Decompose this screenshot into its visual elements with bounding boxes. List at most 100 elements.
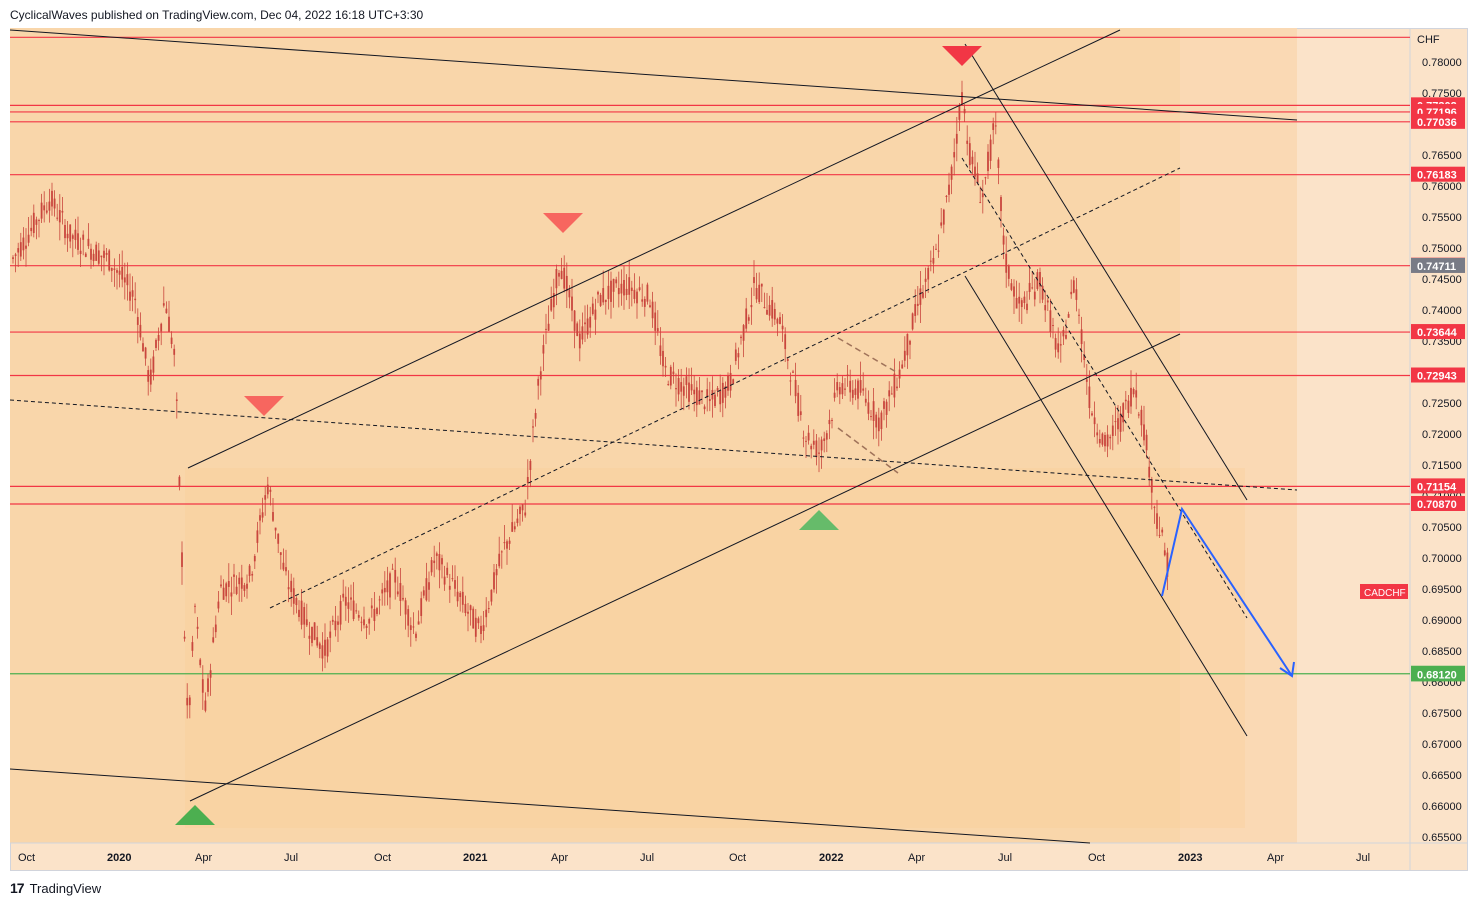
candle-body xyxy=(493,572,495,590)
candle-body xyxy=(1163,550,1166,556)
candle-body xyxy=(277,533,280,544)
candle-body xyxy=(693,389,696,395)
symbol-badge: CADCHF xyxy=(1364,588,1406,599)
candle-body xyxy=(750,304,753,308)
candle-body xyxy=(212,637,215,643)
candle-body xyxy=(1153,506,1156,508)
candle-body xyxy=(893,373,896,398)
top-marker-icon xyxy=(942,46,982,66)
candle-body xyxy=(295,597,298,606)
candle-body xyxy=(402,597,404,600)
price-badge-bg xyxy=(1411,324,1465,340)
candle-body xyxy=(157,334,160,341)
candle-body xyxy=(799,411,802,416)
candle-body xyxy=(586,318,589,335)
y-tick-label: 0.67000 xyxy=(1422,739,1462,751)
candle-body xyxy=(896,386,898,389)
candle-body xyxy=(773,308,776,320)
candle-body xyxy=(97,250,100,264)
candle-body xyxy=(1093,417,1096,425)
y-tick-label: 0.69500 xyxy=(1422,584,1462,596)
candle-body xyxy=(1150,479,1153,493)
candle-body xyxy=(1065,334,1067,339)
candle-body xyxy=(846,374,849,376)
candle-body xyxy=(815,440,818,458)
candle-body xyxy=(45,210,48,213)
candles xyxy=(12,80,1169,719)
candle-body xyxy=(121,266,124,280)
x-tick-label: Jul xyxy=(1356,852,1370,864)
candle-body xyxy=(771,300,774,319)
candle-body xyxy=(235,586,238,594)
candle-body xyxy=(482,625,485,632)
candle-body xyxy=(680,382,683,392)
y-tick-label: 0.75000 xyxy=(1422,243,1462,255)
candle-body xyxy=(396,591,399,595)
y-tick-label: 0.69000 xyxy=(1422,615,1462,627)
candle-body xyxy=(714,394,716,407)
candle-body xyxy=(204,700,207,711)
candle-body xyxy=(181,552,183,567)
candle-body xyxy=(932,257,935,264)
candle-body xyxy=(27,234,30,243)
candle-body xyxy=(118,270,121,275)
candle-body xyxy=(1018,296,1021,304)
candle-body xyxy=(820,439,823,451)
candle-body xyxy=(703,406,706,410)
candle-body xyxy=(719,390,722,405)
candle-body xyxy=(433,560,436,564)
candle-body xyxy=(196,626,199,629)
candle-body xyxy=(844,388,846,390)
candle-body xyxy=(610,280,612,302)
candle-body xyxy=(578,333,581,349)
candle-body xyxy=(516,518,519,524)
price-chart[interactable]: CHF 0.65500 0.66000 0.66500 0.67000 0.67500 0.… xyxy=(10,28,1468,871)
candle-body xyxy=(727,375,729,391)
candle-body xyxy=(1046,300,1049,303)
candle-body xyxy=(599,294,602,306)
candle-body xyxy=(74,229,77,241)
candle-body xyxy=(519,506,521,515)
candle-body xyxy=(108,250,111,271)
candle-body xyxy=(53,198,56,209)
y-tick-label: 0.65500 xyxy=(1422,832,1462,844)
candle-body xyxy=(1070,291,1073,295)
candle-body xyxy=(428,582,430,590)
candle-body xyxy=(165,308,168,314)
candle-body xyxy=(685,376,688,385)
candle-body xyxy=(287,587,290,590)
candle-body xyxy=(706,389,709,398)
candle-body xyxy=(1117,418,1119,430)
candle-body xyxy=(555,269,558,289)
candle-body xyxy=(776,318,779,324)
candle-body xyxy=(1083,354,1086,360)
candle-body xyxy=(992,123,995,130)
candle-body xyxy=(1041,285,1044,300)
candle-body xyxy=(313,622,316,640)
x-tick-label: 2022 xyxy=(819,852,843,864)
candle-body xyxy=(563,267,566,289)
candle-body xyxy=(474,617,477,637)
candle-body xyxy=(92,253,95,262)
candle-body xyxy=(162,303,165,306)
candle-body xyxy=(253,555,256,562)
candle-body xyxy=(1007,266,1010,279)
candle-body xyxy=(831,419,833,421)
candle-body xyxy=(329,631,332,638)
publisher-header: CyclicalWaves published on TradingView.c… xyxy=(10,8,424,22)
candle-body xyxy=(1140,409,1143,426)
candle-body xyxy=(469,605,472,611)
x-tick-label: Oct xyxy=(374,852,391,864)
price-badge: 0.71154 xyxy=(1417,481,1457,493)
y-tick-label: 0.66000 xyxy=(1422,801,1462,813)
candle-body xyxy=(981,193,984,198)
candle-body xyxy=(760,283,763,287)
candle-body xyxy=(61,210,64,213)
candle-body xyxy=(220,584,222,587)
bottom-marker-icon xyxy=(799,510,839,530)
pattern-dashed-2 xyxy=(837,427,899,474)
candle-body xyxy=(409,625,412,630)
candle-body xyxy=(136,317,139,325)
candle-body xyxy=(987,151,989,172)
candle-body xyxy=(740,336,742,339)
